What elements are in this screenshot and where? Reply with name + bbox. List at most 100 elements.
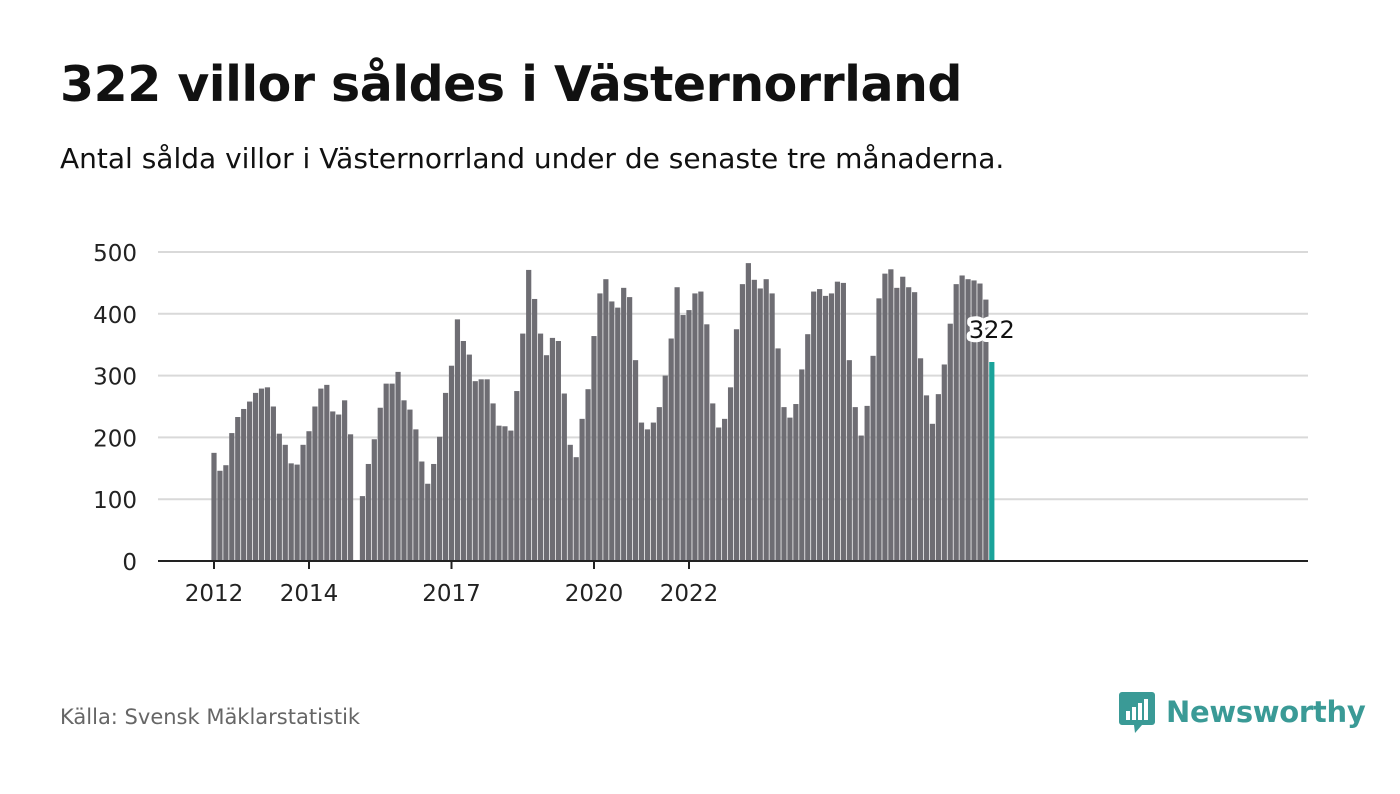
bar [454, 319, 461, 561]
bar [680, 315, 686, 561]
bar [864, 405, 870, 561]
bar [549, 337, 556, 561]
bar [912, 292, 918, 561]
bar [638, 422, 645, 561]
bar [425, 483, 431, 561]
bar [526, 269, 532, 561]
bar [211, 452, 217, 561]
bar [407, 409, 413, 561]
bar [579, 418, 585, 561]
bar [520, 333, 526, 561]
bar [294, 464, 300, 561]
bar [484, 379, 490, 561]
y-tick-label: 200 [93, 426, 137, 452]
highlight-value-label: 322 [969, 316, 1015, 344]
bar [811, 291, 817, 561]
bar [846, 360, 852, 561]
bar [241, 408, 247, 561]
y-tick-label: 500 [93, 241, 137, 267]
bar [745, 263, 751, 561]
bar [555, 340, 561, 561]
bar [401, 400, 407, 561]
bar [935, 394, 941, 561]
bar [852, 407, 858, 561]
bar [840, 282, 846, 561]
bar [894, 287, 900, 561]
bar [900, 276, 906, 561]
bar [858, 435, 864, 561]
bar [431, 463, 437, 561]
bar [727, 387, 734, 561]
bar [632, 360, 639, 561]
bar [288, 463, 294, 561]
bar [543, 355, 550, 561]
bar [389, 383, 395, 561]
bar [312, 406, 318, 561]
bar [330, 411, 336, 561]
bar [229, 433, 235, 561]
bar [306, 431, 312, 561]
bar [977, 283, 983, 561]
bar [716, 427, 722, 561]
bar [959, 275, 965, 561]
y-tick-label: 100 [93, 488, 137, 514]
bar [223, 465, 229, 561]
bar [906, 287, 912, 561]
bar [591, 336, 597, 561]
bar [929, 423, 936, 561]
bar [532, 298, 538, 561]
bar [965, 279, 971, 561]
bar [235, 417, 241, 561]
bar [336, 414, 342, 561]
bar [448, 365, 455, 561]
bar [264, 387, 271, 561]
bar-chart: 0 100 200 300 400 500 2012 2014 2017 2020 2022 322… [93, 241, 1308, 607]
bar [953, 284, 959, 561]
x-tick-label: 2020 [565, 581, 624, 607]
bar [787, 417, 793, 561]
bar [710, 403, 716, 561]
y-tick-label: 300 [93, 365, 137, 391]
bar [668, 338, 674, 561]
bar-highlight [989, 362, 995, 561]
bar [371, 439, 377, 561]
bar [656, 407, 662, 561]
bar [282, 444, 288, 561]
bar [751, 279, 757, 561]
bar [437, 436, 443, 561]
bar [561, 393, 567, 561]
bar [941, 364, 947, 561]
bar [763, 279, 769, 561]
bar [834, 281, 841, 561]
bar [799, 369, 805, 561]
bar [442, 392, 449, 561]
bar [472, 381, 478, 561]
bar [793, 404, 799, 561]
newsworthy-logo-icon [1119, 692, 1155, 733]
bar [781, 407, 787, 561]
x-tick-label: 2012 [185, 581, 244, 607]
brand-logo[interactable]: Newsworthy [1118, 690, 1366, 734]
bar [383, 383, 389, 561]
bar [502, 426, 508, 561]
bar [650, 422, 656, 561]
bar [733, 329, 740, 561]
bar [923, 395, 930, 561]
highlight-value-halo: 322 [969, 316, 1015, 344]
bar [324, 384, 330, 561]
bar [247, 401, 253, 561]
x-tick-label: 2017 [422, 581, 481, 607]
bar [698, 291, 704, 561]
bar [888, 269, 894, 561]
source-note: Källa: Svensk Mäklarstatistik [60, 705, 361, 729]
chart-subtitle: Antal sålda villor i Västernorrland unde… [60, 142, 1005, 175]
x-tick-label: 2014 [280, 581, 339, 607]
bar [359, 496, 366, 561]
bar [585, 389, 591, 561]
bar [496, 425, 502, 561]
bar [365, 463, 371, 561]
bar [347, 434, 354, 561]
axes: 0 100 200 300 400 500 2012 2014 2017 2020 2022 [93, 241, 1308, 607]
bar [508, 430, 514, 561]
